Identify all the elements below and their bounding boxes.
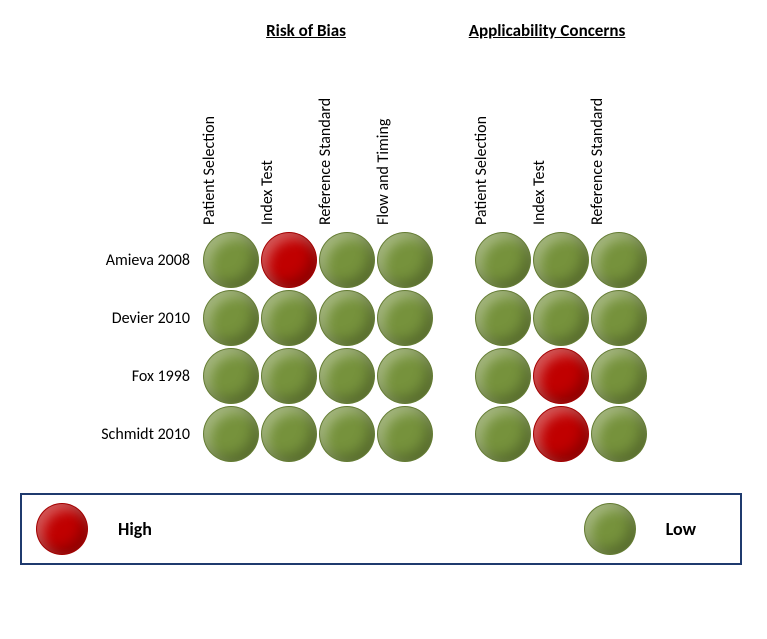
applic-cell xyxy=(532,289,590,347)
rating-circle xyxy=(591,406,647,462)
col-risk-0: Patient Selection xyxy=(200,116,219,225)
risk-cell xyxy=(260,289,318,347)
matrix-grid: Amieva 2008 Devier 2010 Fox 1998 Schmidt 20… xyxy=(50,231,747,463)
risk-cell xyxy=(376,231,434,289)
risk-cell xyxy=(202,289,260,347)
rating-circle xyxy=(533,348,589,404)
rating-circle xyxy=(377,232,433,288)
rating-circle xyxy=(533,232,589,288)
rating-circle xyxy=(591,232,647,288)
legend: High Low xyxy=(20,493,742,565)
study-row: Amieva 2008 xyxy=(50,231,747,289)
applic-cell xyxy=(532,347,590,405)
header-risk: Risk of Bias xyxy=(190,20,422,41)
study-label: Devier 2010 xyxy=(50,309,202,328)
rating-circle xyxy=(203,232,259,288)
col-risk-1: Index Test xyxy=(258,160,277,225)
rating-circle xyxy=(203,406,259,462)
applic-cell xyxy=(590,347,648,405)
rating-circle xyxy=(319,406,375,462)
applic-cell xyxy=(474,289,532,347)
rating-circle xyxy=(591,348,647,404)
risk-cell xyxy=(318,289,376,347)
col-app-2: Reference Standard xyxy=(588,98,607,225)
rating-circle xyxy=(377,290,433,346)
study-row: Devier 2010 xyxy=(50,289,747,347)
rating-circle xyxy=(533,406,589,462)
study-row: Fox 1998 xyxy=(50,347,747,405)
applic-cell xyxy=(590,405,648,463)
rating-circle xyxy=(261,348,317,404)
risk-cell xyxy=(202,231,260,289)
applic-cell xyxy=(474,347,532,405)
study-label: Amieva 2008 xyxy=(50,251,202,270)
rating-circle xyxy=(533,290,589,346)
rating-circle xyxy=(475,290,531,346)
rating-circle xyxy=(203,348,259,404)
legend-low-circle xyxy=(584,503,636,555)
legend-high-circle xyxy=(36,503,88,555)
risk-cell xyxy=(376,405,434,463)
risk-cell xyxy=(202,347,260,405)
rating-circle xyxy=(475,348,531,404)
section-headers: Risk of Bias Applicability Concerns xyxy=(190,20,747,41)
column-labels: Patient Selection Index Test Reference S… xyxy=(190,51,747,231)
applic-cell xyxy=(532,231,590,289)
applic-cell xyxy=(590,289,648,347)
rating-circle xyxy=(377,406,433,462)
col-risk-2: Reference Standard xyxy=(316,98,335,225)
study-label: Fox 1998 xyxy=(50,367,202,386)
risk-cell xyxy=(318,347,376,405)
applic-cell xyxy=(590,231,648,289)
applic-cell xyxy=(474,231,532,289)
risk-cell xyxy=(260,347,318,405)
rating-circle xyxy=(261,290,317,346)
rating-circle xyxy=(319,232,375,288)
risk-cell xyxy=(202,405,260,463)
col-risk-3: Flow and Timing xyxy=(374,119,393,225)
rating-circle xyxy=(475,406,531,462)
rating-circle xyxy=(319,348,375,404)
study-row: Schmidt 2010 xyxy=(50,405,747,463)
rating-circle xyxy=(591,290,647,346)
rating-circle xyxy=(261,406,317,462)
legend-low-label: Low xyxy=(666,518,696,540)
applic-cell xyxy=(474,405,532,463)
col-app-1: Index Test xyxy=(530,160,549,225)
risk-cell xyxy=(376,347,434,405)
risk-cell xyxy=(260,405,318,463)
rating-circle xyxy=(203,290,259,346)
header-applic: Applicability Concerns xyxy=(422,20,672,41)
risk-cell xyxy=(318,231,376,289)
rating-circle xyxy=(319,290,375,346)
rating-circle xyxy=(377,348,433,404)
risk-cell xyxy=(260,231,318,289)
risk-cell xyxy=(318,405,376,463)
rating-circle xyxy=(475,232,531,288)
legend-high-label: High xyxy=(118,518,152,540)
rating-circle xyxy=(261,232,317,288)
study-label: Schmidt 2010 xyxy=(50,425,202,444)
applic-cell xyxy=(532,405,590,463)
col-app-0: Patient Selection xyxy=(472,116,491,225)
risk-cell xyxy=(376,289,434,347)
